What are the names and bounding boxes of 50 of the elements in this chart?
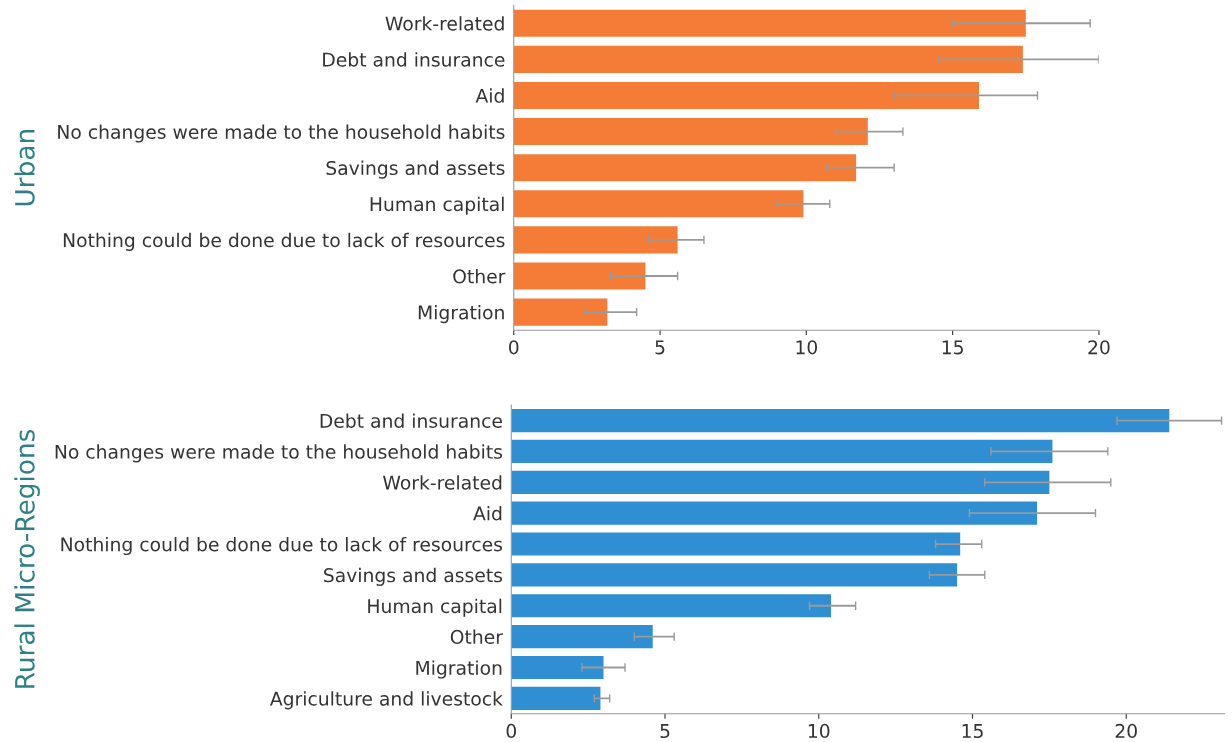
x-tick-label: 0 bbox=[509, 340, 519, 355]
x-tick-label: 0 bbox=[506, 723, 516, 739]
bar bbox=[513, 226, 678, 254]
y-tick-label: Human capital bbox=[368, 598, 502, 617]
y-tick-label: No changes were made to the household habits bbox=[58, 124, 505, 143]
bar bbox=[513, 262, 646, 290]
y-tick-label: Other bbox=[450, 629, 503, 645]
x-tick-label: 15 bbox=[962, 724, 983, 739]
bar bbox=[511, 532, 961, 556]
y-axis-title: Urban bbox=[14, 130, 35, 206]
bar bbox=[511, 408, 1170, 433]
y-tick-label: Human capital bbox=[370, 196, 504, 215]
y-tick-label: Nothing could be done due to lack of resources bbox=[61, 536, 503, 556]
y-tick-label: Agriculture and livestock bbox=[269, 691, 503, 710]
bar bbox=[513, 9, 1026, 37]
bar bbox=[511, 594, 832, 618]
y-axis-title: Rural Micro-Regions bbox=[14, 429, 40, 688]
y-tick-label: No changes were made to the household habits bbox=[55, 444, 503, 463]
x-tick-label: 20 bbox=[1115, 723, 1137, 739]
y-tick-label: Debt and insurance bbox=[320, 413, 502, 428]
y-tick-label: Savings and assets bbox=[324, 567, 503, 586]
x-tick-label: 20 bbox=[1088, 340, 1110, 355]
y-tick-label: Work-related bbox=[383, 475, 502, 490]
bar bbox=[511, 563, 958, 587]
y-tick-label: Nothing could be done due to lack of resources bbox=[63, 232, 505, 251]
bar bbox=[513, 118, 868, 146]
bar bbox=[511, 686, 601, 710]
bar bbox=[513, 154, 857, 182]
bar bbox=[513, 81, 979, 110]
x-tick-label: 5 bbox=[660, 724, 670, 739]
bar bbox=[513, 45, 1023, 73]
y-tick-label: Work-related bbox=[385, 16, 504, 31]
bar bbox=[511, 655, 604, 680]
y-tick-label: Savings and assets bbox=[326, 160, 505, 179]
y-tick-label: Other bbox=[453, 268, 506, 284]
x-tick-label: 10 bbox=[808, 723, 830, 739]
bar bbox=[513, 190, 804, 218]
y-tick-label: Migration bbox=[418, 305, 504, 324]
y-tick-label: Debt and insurance bbox=[323, 52, 505, 67]
y-tick-label: Aid bbox=[473, 506, 502, 521]
bar bbox=[511, 501, 1038, 525]
bar bbox=[511, 439, 1053, 464]
y-tick-label: Migration bbox=[416, 660, 502, 679]
bar bbox=[511, 625, 653, 649]
y-tick-label: Aid bbox=[475, 88, 504, 103]
bar bbox=[511, 470, 1050, 494]
x-tick-label: 15 bbox=[942, 340, 963, 355]
x-tick-label: 10 bbox=[796, 340, 818, 355]
bar bbox=[513, 298, 608, 326]
x-tick-label: 5 bbox=[655, 340, 665, 355]
